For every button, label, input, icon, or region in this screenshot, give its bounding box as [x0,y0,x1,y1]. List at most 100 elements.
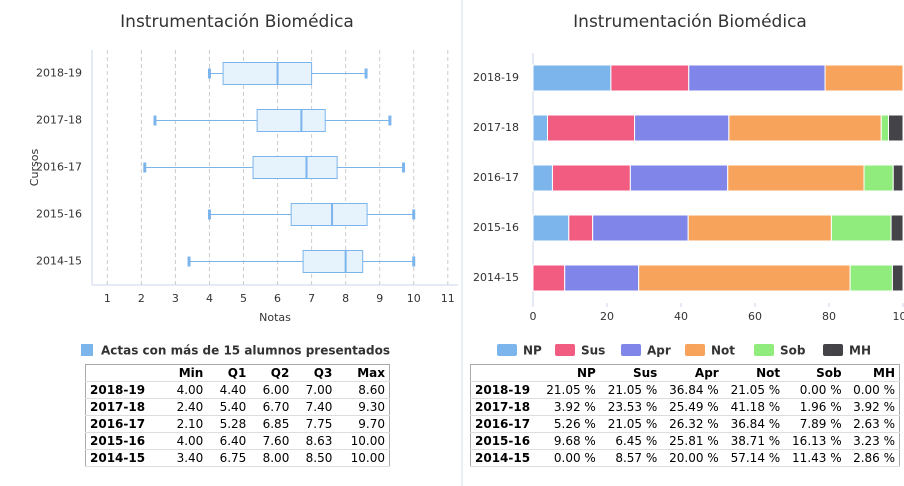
bar-segment [547,114,636,142]
cell: 2.10 [164,415,208,433]
x-tick-label: 2 [138,292,145,305]
box [252,156,338,179]
chart-title: Instrumentación Biomédica [573,12,807,32]
cell: 4.40 [207,381,251,399]
legend-swatch [81,344,93,356]
cell: 7.00 [293,381,337,399]
row-header: 2014-15 [470,449,539,467]
bar-segment [892,164,904,192]
legend-label: NP [523,344,542,358]
bar-segment [551,164,631,192]
legend-label: MH [849,344,871,358]
legend-label: Apr [647,344,671,358]
y-axis-label: Cursos [28,149,41,187]
cell: 25.81 % [661,432,723,450]
data-table: NP Sus Apr Not Sob MH 2018-19 21.05 % 21.05 % 36.… [470,364,900,467]
y-tick-label: 2016-17 [36,161,82,174]
cell: 9.68 % [538,432,600,450]
cell: 5.28 [207,415,251,433]
table-row: 2016-17 5.26 % 21.05 % 26.32 % 36.84 % 7.89 %… [470,415,900,433]
x-tick-label: 7 [308,292,315,305]
legend-label: Sob [780,344,806,358]
cell: 36.84 % [722,415,785,433]
row-header: 2017-18 [470,398,539,416]
cell: 3.23 % [845,432,900,450]
bar-segment [532,214,570,242]
y-tick-label: 2018-19 [473,71,519,84]
x-tick-label: 0 [530,310,537,323]
cell: 7.40 [293,398,337,416]
cell: 5.40 [207,398,251,416]
bar-segment [532,114,549,142]
cell: 21.05 % [599,415,662,433]
cell: 23.53 % [599,398,662,416]
y-tick-label: 2017-18 [473,121,519,134]
bar-segment [532,164,553,192]
column-header: Max [336,364,390,382]
y-tick-label: 2015-16 [473,221,519,234]
cell: 25.49 % [661,398,723,416]
bar-segment [592,214,689,242]
x-tick-label: 60 [748,310,762,323]
cell: 9.70 [336,415,390,433]
column-header: Not [722,364,785,382]
column-header: Apr [661,364,723,382]
cell: 11.43 % [784,449,846,467]
cell: 6.45 % [599,432,662,450]
x-tick-label: 3 [172,292,179,305]
cell: 6.40 [207,432,251,450]
cell: 5.26 % [538,415,600,433]
corner-cell [85,364,165,382]
box [256,109,326,132]
legend-swatch [497,344,517,356]
bar-segment [568,214,594,242]
table-row: 2016-17 2.10 5.28 6.85 7.75 9.70 [85,415,390,433]
cell: 6.70 [250,398,294,416]
cell: 26.32 % [661,415,723,433]
x-tick-label: 8 [342,292,349,305]
bar-segment [887,114,904,142]
cell: 3.92 % [845,398,900,416]
cell: 0.00 % [845,381,900,399]
cell: 3.40 [164,449,208,467]
cell: 8.00 [250,449,294,467]
row-header: 2018-19 [470,381,539,399]
bar-segment [629,164,729,192]
chart-title: Instrumentación Biomédica [120,12,354,32]
cell: 10.00 [336,449,390,467]
row-header: 2014-15 [85,449,165,467]
cell: 21.05 % [538,381,600,399]
legend-swatch [754,344,774,356]
bar-segment [564,264,640,292]
cell: 57.14 % [722,449,785,467]
legend-label: Not [711,344,735,358]
legend-label: Sus [581,344,605,358]
x-axis-label: Notas [259,311,291,324]
bar-segment [824,64,904,92]
legend-swatch [621,344,641,356]
bar-segment [728,114,882,142]
row-header: 2017-18 [85,398,165,416]
legend-swatch [823,344,843,356]
row-header: 2018-19 [85,381,165,399]
bar-segment [638,264,851,292]
box [290,203,368,226]
column-header: Min [164,364,208,382]
bar-segment [891,264,904,292]
table-row: 2015-16 9.68 % 6.45 % 25.81 % 38.71 % 16.13 %… [470,432,900,450]
x-tick-label: 20 [600,310,614,323]
cell: 38.71 % [722,432,785,450]
bar-segment [532,264,566,292]
cell: 4.00 [164,381,208,399]
cell: 2.86 % [845,449,900,467]
row-header: 2016-17 [85,415,165,433]
cell: 0.00 % [784,381,846,399]
column-header: MH [845,364,900,382]
x-tick-label: 40 [674,310,688,323]
cell: 21.05 % [599,381,662,399]
cell: 4.00 [164,432,208,450]
cell: 8.57 % [599,449,662,467]
y-tick-label: 2017-18 [36,114,82,127]
